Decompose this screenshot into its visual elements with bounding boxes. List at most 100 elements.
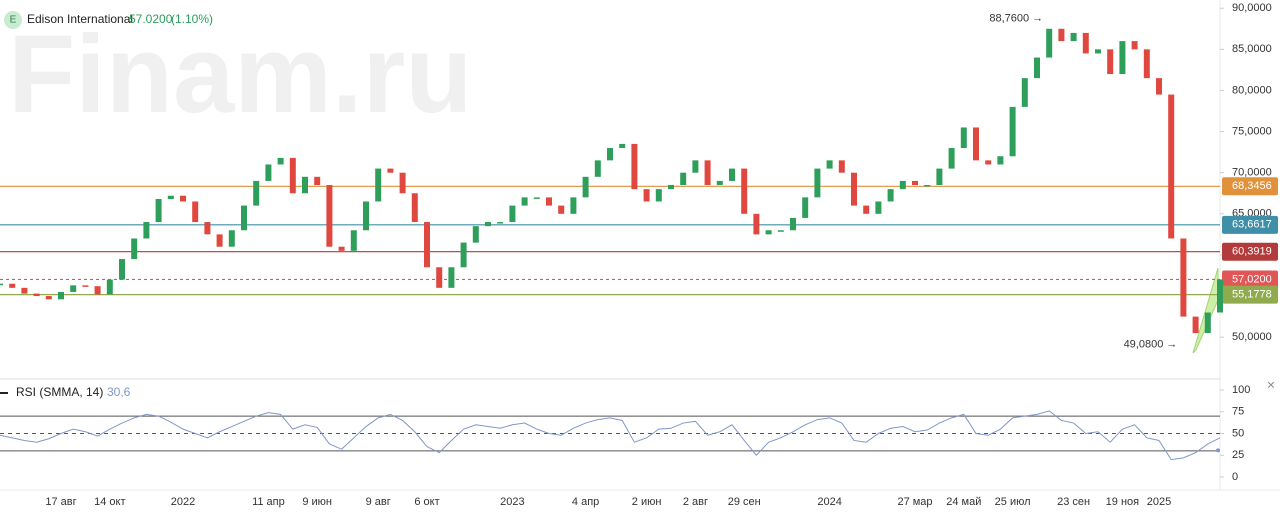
y-tick-label: 50,0000 xyxy=(1232,331,1272,343)
candle xyxy=(1131,41,1138,50)
candle xyxy=(363,201,369,231)
candle xyxy=(899,180,906,190)
candle xyxy=(1180,238,1187,317)
icon-letter: E xyxy=(10,15,17,26)
candle xyxy=(1192,316,1199,334)
candle xyxy=(851,172,857,206)
x-tick-label: 24 май xyxy=(946,496,981,508)
y-tick-label: 85,0000 xyxy=(1232,43,1272,55)
candle xyxy=(119,259,125,280)
x-tick-label: 25 июл xyxy=(995,496,1031,508)
candle xyxy=(802,197,809,218)
candle xyxy=(753,213,760,235)
company-icon xyxy=(4,11,22,29)
candle xyxy=(1204,312,1211,334)
x-tick-label: 11 апр xyxy=(252,496,285,508)
candle xyxy=(655,189,662,202)
candle xyxy=(131,238,138,260)
rsi-line xyxy=(0,410,1221,461)
candle xyxy=(1021,78,1028,107)
y-tick-label: 100 xyxy=(1232,384,1250,396)
candle xyxy=(265,164,272,181)
candle xyxy=(497,222,504,224)
level-label: 68,3456 xyxy=(1232,180,1272,192)
candle xyxy=(1119,41,1126,75)
y-tick-label: 70,0000 xyxy=(1232,167,1272,179)
candle xyxy=(448,267,455,288)
candle xyxy=(1156,78,1162,95)
candle xyxy=(411,193,418,223)
x-tick-label: 2022 xyxy=(171,496,195,508)
candle xyxy=(1058,28,1065,42)
y-tick-label: 80,0000 xyxy=(1232,84,1272,96)
watermark: Finam.ru xyxy=(8,13,473,136)
candle xyxy=(216,234,223,247)
candle xyxy=(314,176,321,186)
candle xyxy=(814,168,821,198)
candle xyxy=(533,197,540,199)
candle xyxy=(594,160,601,177)
x-tick-label: 9 июн xyxy=(302,496,332,508)
candle xyxy=(1095,49,1101,54)
x-tick-label: 2 июн xyxy=(632,496,662,508)
rsi-last: 30,6 xyxy=(107,385,131,399)
candle xyxy=(643,189,650,202)
candle xyxy=(570,197,577,214)
candle xyxy=(289,157,296,194)
x-tick-label: 14 окт xyxy=(94,496,125,508)
candle xyxy=(155,199,162,223)
candle xyxy=(582,176,589,198)
y-tick-label: 0 xyxy=(1232,471,1238,483)
company-name: Edison International xyxy=(27,12,133,26)
candle xyxy=(912,180,918,186)
candle xyxy=(472,226,479,243)
candle xyxy=(692,160,699,173)
candle xyxy=(558,205,565,214)
candle xyxy=(350,230,357,251)
candle xyxy=(167,195,174,200)
y-tick-label: 75,0000 xyxy=(1232,125,1272,137)
x-tick-label: 2 авг xyxy=(683,496,708,508)
candle xyxy=(180,195,186,202)
candle xyxy=(277,157,284,165)
y-tick-label: 90,0000 xyxy=(1232,2,1272,14)
x-tick-label: 2025 xyxy=(1147,496,1171,508)
candle xyxy=(863,205,870,214)
x-tick-label: 2024 xyxy=(817,496,841,508)
candle xyxy=(58,291,64,300)
candle xyxy=(1168,94,1175,239)
candle xyxy=(302,176,308,194)
x-tick-label: 29 сен xyxy=(728,496,761,508)
candle xyxy=(741,168,748,214)
candle xyxy=(326,185,333,247)
candle xyxy=(1034,57,1040,79)
candle xyxy=(106,279,113,295)
level-label: 57,0200 xyxy=(1232,273,1272,285)
candle xyxy=(887,189,894,202)
candle xyxy=(936,168,943,186)
candle xyxy=(375,168,382,202)
candle xyxy=(424,222,430,268)
x-tick-label: 4 апр xyxy=(572,496,599,508)
level-label: 63,6617 xyxy=(1232,219,1272,231)
candle xyxy=(1143,49,1150,79)
candle xyxy=(948,148,955,169)
candle xyxy=(826,160,833,169)
candle xyxy=(973,127,979,161)
rsi-title: RSI (SMMA, 14) xyxy=(16,385,103,399)
x-tick-label: 19 ноя xyxy=(1106,496,1139,508)
candle xyxy=(631,143,638,190)
candle xyxy=(460,242,467,268)
candle xyxy=(607,148,613,161)
y-tick-label: 75 xyxy=(1232,406,1244,418)
candle xyxy=(33,293,40,297)
close-pane[interactable]: × xyxy=(1267,377,1275,393)
x-tick-label: 9 авг xyxy=(366,496,391,508)
price-change: (1.10%) xyxy=(171,12,213,26)
candle xyxy=(1009,106,1016,157)
x-tick-label: 6 окт xyxy=(414,496,439,508)
candle xyxy=(546,197,552,206)
candle xyxy=(997,156,1004,165)
